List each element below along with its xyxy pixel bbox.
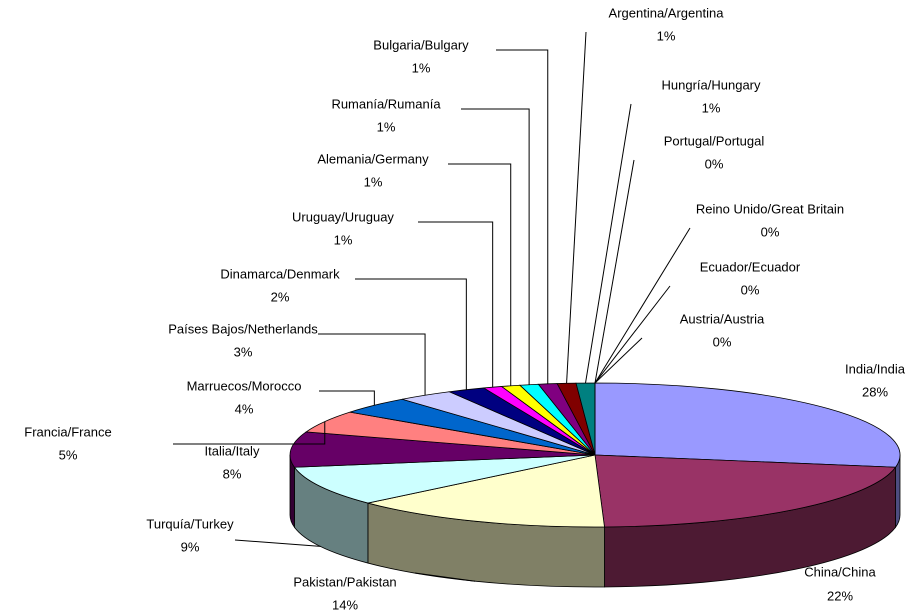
slice-value-label: 1% [412, 60, 431, 75]
slice-value-label: 1% [364, 174, 383, 189]
slice-label: Portugal/Portugal [664, 133, 765, 148]
slice-label: Marruecos/Morocco [187, 378, 302, 393]
leader-line [173, 421, 326, 445]
slice-value-label: 1% [377, 119, 396, 134]
slice-value-label: 0% [761, 224, 780, 239]
pie-slice [594, 454, 897, 528]
slice-label: Francia/France [24, 424, 111, 439]
slice-value-label: 1% [702, 100, 721, 115]
pie-slice [289, 431, 596, 468]
slice-value-label: 1% [657, 28, 676, 43]
slice-value-label: 8% [223, 466, 242, 481]
slice-value-label: 0% [713, 334, 732, 349]
leader-line [355, 278, 467, 390]
slice-label: Rumanía/Rumanía [331, 96, 441, 111]
leader-line [594, 337, 643, 384]
slice-label: Dinamarca/Denmark [220, 266, 340, 281]
slice-label: Hungría/Hungary [662, 77, 761, 92]
slice-value-label: 0% [705, 156, 724, 171]
slice-label: Austria/Austria [680, 311, 765, 326]
slice-value-label: 0% [741, 282, 760, 297]
slice-label: Reino Unido/Great Britain [696, 201, 844, 216]
slice-label: Países Bajos/Netherlands [168, 321, 318, 336]
pie-slice [367, 454, 605, 528]
slice-label: Argentina/Argentina [609, 5, 725, 20]
slice-label: China/China [804, 564, 876, 579]
slice-value-label: 1% [334, 232, 353, 247]
slice-value-label: 22% [827, 588, 853, 603]
slice-label: Uruguay/Uruguay [292, 209, 394, 224]
leader-line [318, 333, 426, 396]
slice-label: Turquía/Turkey [146, 516, 234, 531]
pie-slice [594, 382, 901, 468]
slice-label: Ecuador/Ecuador [700, 259, 801, 274]
slice-value-label: 14% [332, 597, 358, 612]
leader-line [461, 108, 530, 385]
slice-value-label: 9% [181, 539, 200, 554]
slice-value-label: 5% [59, 447, 78, 462]
slice-label: Bulgaria/Bulgary [373, 37, 469, 52]
leader-line [594, 285, 671, 384]
leader-line [418, 221, 494, 388]
leader-line [319, 390, 375, 406]
slice-label: India/India [845, 361, 906, 376]
leader-line [594, 159, 635, 384]
leader-line [414, 572, 476, 582]
leader-line [496, 49, 549, 384]
pie-tops [289, 382, 901, 528]
leader-lines [173, 31, 691, 582]
leader-line [585, 103, 632, 384]
pie-slice [293, 454, 596, 504]
slice-value-label: 28% [862, 384, 888, 399]
leader-line [448, 163, 512, 386]
slice-label: Pakistan/Pakistan [293, 574, 396, 589]
leader-line [234, 539, 321, 547]
slice-value-label: 2% [271, 289, 290, 304]
leader-line [566, 31, 587, 384]
slice-value-label: 3% [234, 344, 253, 359]
leader-line [594, 227, 691, 384]
slice-value-label: 4% [235, 401, 254, 416]
slice-label: Italia/Italy [205, 443, 260, 458]
slice-label: Alemania/Germany [317, 151, 429, 166]
